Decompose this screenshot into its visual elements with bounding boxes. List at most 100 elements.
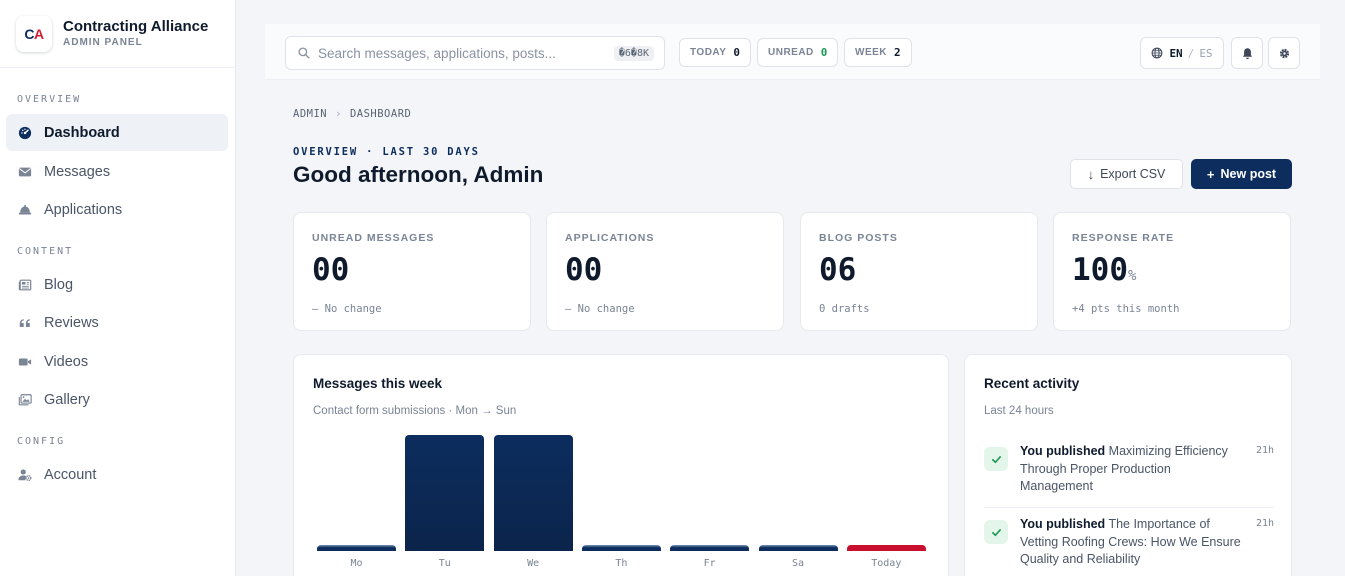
stat-sub: — No change — [565, 303, 635, 315]
sidebar-item-gallery[interactable]: Gallery — [6, 381, 228, 418]
stat-label: APPLICATIONS — [565, 232, 655, 244]
chart-bar-mo[interactable] — [317, 545, 396, 551]
activity-item[interactable]: You published The Importance of Vetting … — [984, 516, 1274, 576]
stat-card-blog-posts[interactable]: BLOG POSTS 06 0 drafts — [800, 212, 1038, 331]
sidebar-item-account[interactable]: Account — [6, 456, 228, 493]
chart-title: Messages this week — [313, 376, 443, 391]
globe-icon — [1152, 47, 1163, 59]
activity-actor: You published — [1020, 444, 1106, 458]
notifications-button[interactable] — [1231, 37, 1263, 69]
stat-card-unread-messages[interactable]: UNREAD MESSAGES 00 — No change — [293, 212, 531, 331]
sidebar-item-messages[interactable]: Messages — [6, 153, 228, 190]
stat-number: 100 — [1072, 252, 1128, 288]
stat-label: RESPONSE RATE — [1072, 232, 1175, 244]
sidebar-item-applications[interactable]: Applications — [6, 191, 228, 228]
page-title: Good afternoon, Admin — [293, 162, 544, 187]
lang-separator: / — [1187, 46, 1195, 60]
gauge-icon — [18, 126, 32, 140]
stat-label: BLOG POSTS — [819, 232, 898, 244]
check-icon — [984, 447, 1008, 471]
page-eyebrow: OVERVIEW · LAST 30 DAYS — [293, 146, 480, 158]
stat-card-applications[interactable]: APPLICATIONS 00 — No change — [546, 212, 784, 331]
chart-tick-label: Tu — [438, 558, 451, 569]
sidebar-item-videos[interactable]: Videos — [6, 343, 228, 380]
breadcrumb-root[interactable]: ADMIN — [293, 108, 328, 120]
unread-label: UNREAD — [768, 47, 814, 58]
sidebar-item-label: Blog — [44, 276, 74, 293]
chart-tick-label: Fr — [703, 558, 716, 569]
chart-bar-sa[interactable] — [758, 545, 838, 551]
search-icon — [298, 47, 310, 59]
stat-sub: +4 pts this month — [1072, 303, 1180, 315]
stat-number: 00 — [312, 252, 350, 288]
chart-tick-label: We — [527, 558, 540, 569]
plus-icon: + — [1206, 166, 1215, 182]
settings-button[interactable] — [1268, 37, 1300, 69]
week-label: WEEK — [855, 47, 887, 58]
nav-section-overview: OVERVIEW — [17, 94, 82, 105]
sidebar-item-dashboard[interactable]: Dashboard — [6, 114, 228, 151]
lang-es[interactable]: ES — [1199, 46, 1213, 60]
today-label: TODAY — [690, 47, 727, 58]
chart-bar-we[interactable] — [493, 435, 573, 551]
nav-section-config: CONFIG — [17, 436, 66, 447]
breadcrumb: ADMIN › DASHBOARD — [293, 108, 411, 120]
activity-item[interactable]: You published Maximizing Efficiency Thro… — [984, 443, 1274, 503]
activity-subject[interactable]: Maximizing Efficiency Through Proper Pro… — [1020, 444, 1228, 493]
sidebar-item-label: Account — [44, 466, 97, 483]
chart-bar-fr[interactable] — [670, 545, 750, 551]
newspaper-icon — [18, 278, 32, 292]
bell-icon — [1242, 47, 1252, 59]
search-input[interactable]: Search messages, applications, posts... … — [285, 36, 665, 70]
language-switcher[interactable]: EN / ES — [1140, 37, 1224, 69]
new-post-label: New post — [1220, 167, 1277, 181]
chart-tick-label: Th — [615, 558, 628, 569]
export-csv-label: Export CSV — [1100, 167, 1166, 181]
chart-tick-label: Today — [871, 558, 902, 569]
unread-counter[interactable]: UNREAD 0 — [757, 38, 839, 67]
activity-subtitle: Last 24 hours — [984, 405, 1054, 417]
activity-text: You published The Importance of Vetting … — [1020, 516, 1245, 569]
sidebar-item-label: Videos — [44, 353, 89, 370]
chart-tick-label: Mo — [350, 558, 363, 569]
week-value: 2 — [894, 46, 901, 59]
topbar: Search messages, applications, posts... … — [265, 24, 1320, 80]
today-counter[interactable]: TODAY 0 — [679, 38, 752, 67]
stat-value: 100% — [1072, 250, 1272, 296]
unread-value: 0 — [820, 46, 828, 59]
chart-bar-tu[interactable] — [405, 435, 485, 551]
sidebar-item-label: Messages — [44, 163, 111, 180]
chart-bar-th[interactable] — [581, 545, 661, 551]
lang-en[interactable]: EN — [1169, 46, 1183, 60]
stat-value: 06 — [819, 250, 1019, 296]
sidebar-item-blog[interactable]: Blog — [6, 266, 228, 303]
user-gear-icon — [18, 468, 32, 482]
stat-card-response-rate[interactable]: RESPONSE RATE 100% +4 pts this month — [1053, 212, 1291, 331]
new-post-button[interactable]: + New post — [1191, 159, 1292, 189]
breadcrumb-current: DASHBOARD — [349, 108, 412, 120]
images-icon — [18, 393, 32, 407]
stat-label: UNREAD MESSAGES — [312, 232, 435, 244]
export-csv-button[interactable]: ↓ Export CSV — [1070, 159, 1183, 189]
stat-value: 00 — [565, 250, 765, 296]
activity-time: 21h — [1255, 518, 1274, 529]
logo-letter-a: A — [34, 25, 44, 42]
sidebar-item-label: Gallery — [44, 391, 90, 408]
sidebar-item-reviews[interactable]: Reviews — [6, 304, 228, 341]
stat-number: 00 — [565, 252, 603, 288]
arrow-down-icon: ↓ — [1087, 166, 1095, 182]
chart-bar-today[interactable] — [846, 545, 926, 551]
brand-name: Contracting Alliance — [63, 17, 209, 35]
chart-area: Mo Tu We Th Fr Sa Today — [294, 355, 950, 576]
stat-number: 06 — [819, 252, 857, 288]
recent-activity-card: Recent activity Last 24 hours You publis… — [964, 354, 1292, 576]
stat-sub: 0 drafts — [819, 303, 870, 315]
week-counter[interactable]: WEEK 2 — [844, 38, 912, 67]
check-icon — [984, 520, 1008, 544]
activity-subject[interactable]: The Importance of Vetting Roofing Crews:… — [1020, 517, 1241, 566]
today-value: 0 — [733, 46, 741, 59]
chart-subtitle: Contact form submissions · Mon → Sun — [313, 405, 517, 417]
activity-text: You published Maximizing Efficiency Thro… — [1020, 443, 1245, 496]
